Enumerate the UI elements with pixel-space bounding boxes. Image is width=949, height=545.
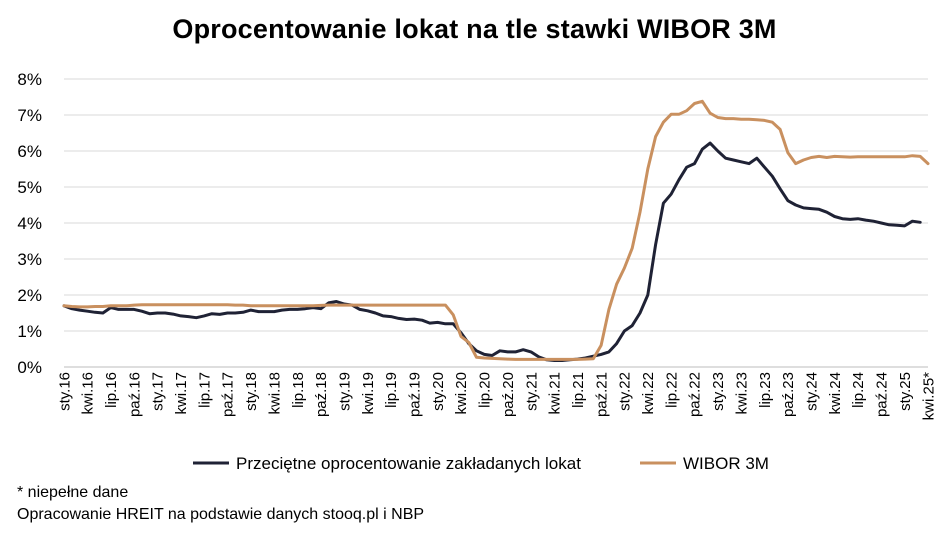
x-tick-label: lip.18 xyxy=(290,372,307,408)
y-tick-label: 0% xyxy=(17,358,42,377)
x-tick-label: lip.16 xyxy=(103,372,120,408)
x-tick-label: sty.18 xyxy=(243,372,260,411)
x-tick-label: paź.24 xyxy=(874,372,891,417)
series-line-wibor xyxy=(62,99,930,361)
legend-label-wibor: WIBOR 3M xyxy=(683,454,769,473)
x-tick-label: kwi.19 xyxy=(360,372,377,415)
y-tick-label: 6% xyxy=(17,142,42,161)
x-tick-label: sty.24 xyxy=(803,372,820,411)
x-tick-label: paź.21 xyxy=(593,372,610,417)
x-tick-label: kwi.23 xyxy=(733,372,750,415)
x-tick-label: paź.22 xyxy=(687,372,704,417)
gridlines xyxy=(64,78,928,368)
x-tick-label: lip.21 xyxy=(570,372,587,408)
x-tick-label: paź.17 xyxy=(220,372,237,417)
x-tick-label: lip.20 xyxy=(477,372,494,408)
x-tick-label: sty.23 xyxy=(710,372,727,411)
x-tick-label: lip.22 xyxy=(663,372,680,408)
x-tick-label: kwi.17 xyxy=(173,372,190,415)
x-tick-label: kwi.16 xyxy=(80,372,97,415)
y-tick-label: 4% xyxy=(17,214,42,233)
x-tick-label: sty.16 xyxy=(56,372,73,411)
x-tick-label: lip.24 xyxy=(850,372,867,408)
x-tick-label: sty.22 xyxy=(617,372,634,411)
y-axis-ticks: 0% 1% 2% 3% 4% 5% 6% 7% 8% xyxy=(17,70,42,377)
footnote-incomplete-data: * niepełne dane xyxy=(17,484,129,501)
x-tick-label: kwi.18 xyxy=(266,372,283,415)
series-line-deposits xyxy=(62,141,922,362)
y-tick-label: 5% xyxy=(17,178,42,197)
x-tick-label: kwi.25* xyxy=(920,372,937,421)
series-lines xyxy=(62,99,930,362)
footnote-source: Opracowanie HREIT na podstawie danych st… xyxy=(17,506,425,523)
y-tick-label: 7% xyxy=(17,106,42,125)
legend-label-deposits: Przeciętne oprocentowanie zakładanych lo… xyxy=(236,454,581,473)
x-tick-label: paź.19 xyxy=(407,372,424,417)
x-tick-label: sty.17 xyxy=(150,372,167,411)
x-tick-label: paź.23 xyxy=(780,372,797,417)
legend: Przeciętne oprocentowanie zakładanych lo… xyxy=(193,454,769,473)
x-tick-label: lip.17 xyxy=(196,372,213,408)
x-tick-label: paź.18 xyxy=(313,372,330,417)
x-tick-label: kwi.21 xyxy=(547,372,564,415)
x-tick-label: kwi.22 xyxy=(640,372,657,415)
x-tick-label: lip.19 xyxy=(383,372,400,408)
x-tick-label: sty.21 xyxy=(523,372,540,411)
x-tick-label: paź.20 xyxy=(500,372,517,417)
x-tick-label: lip.23 xyxy=(757,372,774,408)
y-tick-label: 2% xyxy=(17,286,42,305)
y-tick-label: 8% xyxy=(17,70,42,89)
x-tick-label: sty.25 xyxy=(897,372,914,411)
x-tick-label: paź.16 xyxy=(126,372,143,417)
x-tick-label: sty.20 xyxy=(430,372,447,411)
y-tick-label: 3% xyxy=(17,250,42,269)
x-tick-label: kwi.20 xyxy=(453,372,470,415)
x-axis-ticks: sty.16 kwi.16 lip.16 paź.16 sty.17 kwi.17 lip.… xyxy=(56,372,937,421)
x-tick-label: kwi.24 xyxy=(827,372,844,415)
y-tick-label: 1% xyxy=(17,322,42,341)
chart-title: Oprocentowanie lokat na tle stawki WIBOR… xyxy=(172,14,777,44)
x-tick-label: sty.19 xyxy=(336,372,353,411)
